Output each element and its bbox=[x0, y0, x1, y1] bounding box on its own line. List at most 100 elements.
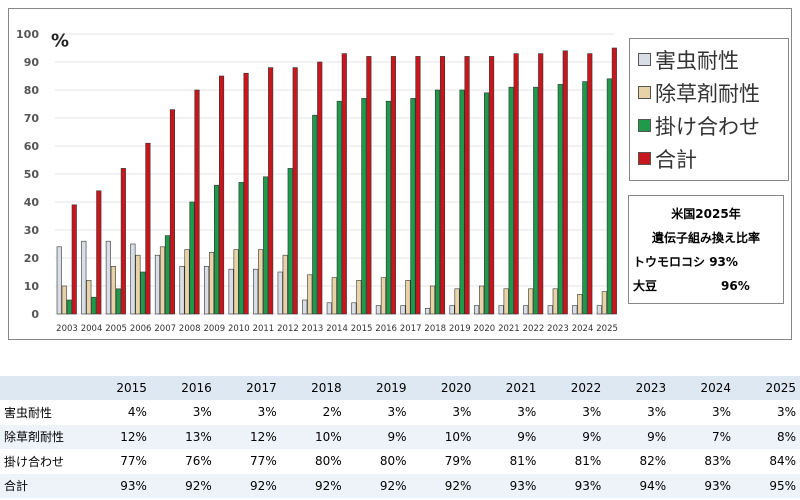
bar-1-2007 bbox=[159, 246, 165, 315]
bar-2-2018 bbox=[434, 89, 441, 315]
table-cell: 10% bbox=[280, 424, 346, 450]
bar-0-2021 bbox=[498, 305, 504, 315]
table-cell: 92% bbox=[345, 473, 411, 499]
bar-2-2017 bbox=[410, 98, 416, 315]
bar-3-2016 bbox=[390, 56, 396, 315]
table-row: 害虫耐性 4% 3% 3% 2% 3% 3% 3% 3% 3% 3% 3% bbox=[0, 400, 800, 425]
bar-3-2012 bbox=[292, 67, 298, 315]
x-tick-label: 2015 bbox=[351, 324, 373, 334]
row-label: 合計 bbox=[0, 473, 86, 499]
bar-2-2022 bbox=[533, 86, 539, 315]
x-tick-label: 2025 bbox=[596, 324, 618, 334]
bar-3-2024 bbox=[587, 53, 593, 315]
x-tick-label: 2010 bbox=[228, 324, 250, 334]
table-cell: 3% bbox=[540, 400, 606, 425]
bar-1-2022 bbox=[528, 288, 534, 315]
table-cell: 76% bbox=[150, 449, 216, 474]
bar-2-2007 bbox=[164, 235, 170, 315]
bar-0-2005 bbox=[105, 240, 111, 315]
table-cell: 9% bbox=[605, 424, 671, 450]
table-cell: 83% bbox=[670, 449, 736, 474]
bar-3-2013 bbox=[317, 61, 323, 315]
table-header-cell: 2025 bbox=[735, 376, 800, 401]
table-cell: 79% bbox=[410, 449, 476, 474]
bar-1-2017 bbox=[405, 280, 411, 315]
table-cell: 3% bbox=[735, 400, 800, 425]
y-tick-label: 60 bbox=[24, 140, 40, 153]
bar-3-2020 bbox=[489, 56, 495, 315]
legend-swatch bbox=[638, 53, 651, 66]
bar-1-2016 bbox=[380, 277, 386, 315]
table-cell: 3% bbox=[345, 400, 411, 425]
table-cell: 93% bbox=[475, 473, 541, 499]
x-tick-label: 2020 bbox=[474, 324, 496, 334]
table-header-row: 2015 2016 2017 2018 2019 2020 2021 2022 2023 2024… bbox=[0, 376, 800, 401]
x-tick-label: 2012 bbox=[277, 324, 299, 334]
table-cell: 3% bbox=[215, 400, 281, 425]
table-cell: 3% bbox=[150, 400, 216, 425]
table-cell: 9% bbox=[345, 424, 411, 450]
bar-2-2012 bbox=[287, 168, 293, 315]
bar-0-2016 bbox=[375, 305, 381, 315]
table-cell: 92% bbox=[280, 473, 346, 499]
soy-label: 大豆 bbox=[633, 279, 658, 293]
y-tick-label: 0 bbox=[31, 308, 39, 321]
bar-1-2015 bbox=[356, 280, 362, 315]
soy-value: 96% bbox=[721, 279, 750, 293]
table-cell: 12% bbox=[215, 424, 281, 450]
y-tick-label: 40 bbox=[24, 196, 40, 209]
bar-1-2008 bbox=[184, 249, 190, 315]
bar-1-2014 bbox=[331, 277, 337, 315]
bar-3-2021 bbox=[513, 53, 519, 315]
table-header-cell: 2018 bbox=[280, 376, 346, 401]
bar-3-2018 bbox=[439, 56, 446, 315]
data-table: 2015 2016 2017 2018 2019 2020 2021 2022 2023 2024… bbox=[0, 376, 800, 499]
bar-2-2004 bbox=[91, 296, 97, 315]
bar-1-2018 bbox=[429, 285, 436, 315]
legend-item: 掛け合わせ bbox=[638, 109, 780, 142]
x-tick-label: 2003 bbox=[56, 324, 78, 334]
x-tick-label: 2021 bbox=[498, 324, 520, 334]
bar-0-2008 bbox=[179, 266, 185, 315]
legend-item: 除草剤耐性 bbox=[638, 76, 780, 109]
bar-2-2015 bbox=[361, 98, 367, 315]
legend-label: 合計 bbox=[655, 147, 697, 172]
bar-1-2010 bbox=[233, 249, 239, 315]
legend-label: 掛け合わせ bbox=[655, 114, 760, 139]
table-cell: 92% bbox=[410, 473, 476, 499]
x-tick-label: 2006 bbox=[130, 324, 152, 334]
y-tick-label: 10 bbox=[24, 280, 40, 293]
bar-0-2017 bbox=[400, 305, 406, 315]
x-tick-label: 2004 bbox=[81, 324, 103, 334]
legend-item: 害虫耐性 bbox=[638, 43, 780, 76]
table-cell: 84% bbox=[735, 449, 800, 474]
bar-2-2008 bbox=[189, 201, 195, 315]
bar-2-2016 bbox=[385, 100, 391, 315]
legend-swatch bbox=[638, 86, 651, 99]
row-label: 除草剤耐性 bbox=[0, 424, 86, 450]
y-tick-label: 90 bbox=[24, 56, 40, 69]
bar-2-2024 bbox=[582, 81, 588, 315]
bar-0-2006 bbox=[130, 243, 136, 315]
bar-3-2015 bbox=[366, 56, 372, 315]
bar-1-2025 bbox=[601, 291, 607, 315]
bar-1-2005 bbox=[110, 266, 116, 315]
bar-1-2020 bbox=[479, 285, 485, 315]
bar-1-2009 bbox=[209, 252, 215, 315]
table-row: 除草剤耐性 12% 13% 12% 10% 9% 10% 9% 9% 9% 7% 8% bbox=[0, 424, 800, 450]
bar-1-2021 bbox=[503, 288, 509, 315]
table-cell: 4% bbox=[86, 400, 151, 425]
bar-2-2010 bbox=[238, 182, 244, 315]
bar-3-2007 bbox=[169, 109, 175, 315]
bar-2-2009 bbox=[214, 184, 220, 315]
x-tick-label: 2023 bbox=[547, 324, 569, 334]
table-cell: 10% bbox=[410, 424, 476, 450]
table-header-cell: 2019 bbox=[345, 376, 411, 401]
corn-value: 93% bbox=[709, 255, 738, 269]
bar-2-2011 bbox=[263, 176, 269, 315]
info-box: 米国2025年 遺伝子組み換え比率 トウモロコシ 93% 大豆 96% bbox=[628, 195, 784, 304]
table-header-cell: 2023 bbox=[605, 376, 671, 401]
table-cell: 2% bbox=[280, 400, 346, 425]
bar-1-2006 bbox=[135, 254, 141, 315]
